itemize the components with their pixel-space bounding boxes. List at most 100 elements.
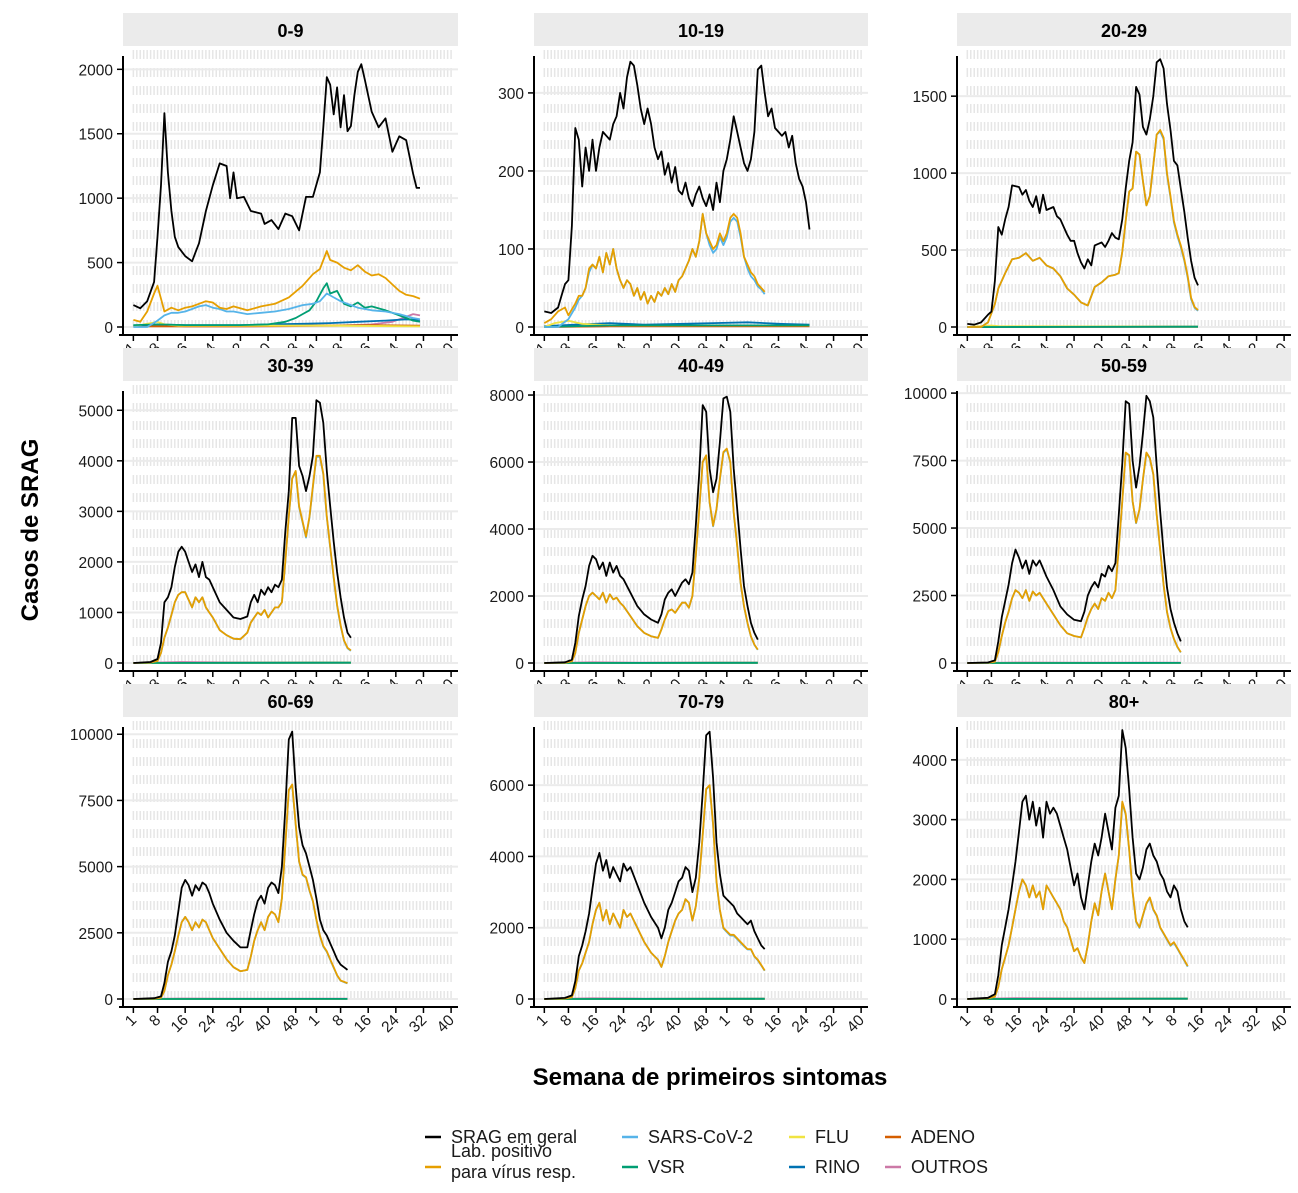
legend-item-rino: RINO	[789, 1157, 860, 1177]
y-tick-label: 0	[104, 992, 113, 1009]
legend-label-rino: RINO	[815, 1157, 860, 1177]
x-tick-label: 32	[1239, 1012, 1263, 1036]
facet-panel: 0-90500100015002000181624324048181624324…	[79, 13, 458, 364]
series-line-srag	[133, 730, 349, 1000]
legend-label-srag: SRAG em geral	[451, 1127, 577, 1147]
legend-label-adeno: ADENO	[911, 1127, 975, 1147]
facet-panel: 30-3901000200030004000500018162432404818…	[79, 348, 458, 700]
facet-strip	[534, 13, 868, 46]
x-tick-label: 32	[816, 1012, 840, 1036]
y-tick-label: 100	[498, 242, 524, 259]
facet-strip-label: 20-29	[1101, 21, 1147, 41]
x-tick-label: 24	[606, 1012, 630, 1036]
legend-label-outros: OUTROS	[911, 1157, 988, 1177]
x-tick-label: 8	[329, 1012, 347, 1030]
y-tick-label: 4000	[79, 454, 114, 471]
y-tick-label: 4000	[913, 753, 948, 770]
x-tick-label: 24	[1029, 1012, 1053, 1036]
x-tick-label: 8	[557, 1012, 575, 1030]
facet-strip-label: 60-69	[267, 692, 313, 712]
facet-strip-label: 10-19	[678, 21, 724, 41]
y-axis-title: Casos de SRAG	[17, 439, 44, 622]
x-tick-label: 24	[378, 1012, 402, 1036]
series-line-sars	[133, 292, 421, 328]
y-tick-label: 2500	[913, 589, 948, 606]
facet-strip-label: 40-49	[678, 356, 724, 376]
series-line-lab	[544, 447, 759, 664]
y-tick-label: 0	[104, 656, 113, 673]
y-tick-label: 5000	[79, 860, 114, 877]
facet-panels: 0-90500100015002000181624324048181624324…	[70, 13, 1291, 1036]
x-tick-label: 16	[1002, 1012, 1026, 1036]
series-line-srag	[133, 399, 352, 664]
y-tick-label: 300	[498, 86, 524, 103]
series-line-vsr	[133, 282, 421, 326]
x-axis-title: Semana de primeiros sintomas	[533, 1064, 888, 1091]
y-tick-label: 1000	[913, 932, 948, 949]
y-tick-label: 0	[515, 656, 524, 673]
x-tick-label: 40	[844, 1012, 868, 1036]
series-line-srag	[544, 395, 759, 664]
legend-label-vsr: VSR	[648, 1157, 685, 1177]
x-tick-label: 16	[579, 1012, 603, 1036]
series-line-srag	[544, 60, 811, 314]
y-tick-label: 4000	[490, 522, 525, 539]
facet-strip	[957, 13, 1291, 46]
y-tick-label: 8000	[490, 388, 525, 405]
facet-panel: 20-290500100015001816243240481816243240	[913, 13, 1291, 364]
x-tick-label: 8	[146, 1012, 164, 1030]
legend-label-sars: SARS-CoV-2	[648, 1127, 753, 1147]
x-tick-label: 16	[1184, 1012, 1208, 1036]
x-tick-label: 16	[761, 1012, 785, 1036]
series-line-lab	[133, 454, 352, 664]
facet-strip-label: 30-39	[267, 356, 313, 376]
y-tick-label: 2000	[490, 921, 525, 938]
y-tick-label: 5000	[79, 403, 114, 420]
y-tick-label: 10000	[904, 386, 947, 403]
facet-strip	[957, 684, 1291, 717]
facet-strip	[123, 13, 458, 46]
series-line-lab	[133, 783, 348, 1000]
series-line-lab	[133, 250, 421, 323]
x-tick-label: 8	[980, 1012, 998, 1030]
x-tick-label: 1	[716, 1012, 734, 1030]
x-tick-label: 1	[533, 1012, 551, 1030]
series-line-srag	[967, 729, 1189, 1000]
facet-strip-label: 50-59	[1101, 356, 1147, 376]
y-tick-label: 1000	[913, 166, 948, 183]
y-tick-label: 2000	[79, 555, 114, 572]
legend-item-outros: OUTROS	[885, 1157, 988, 1177]
y-tick-label: 7500	[79, 793, 114, 810]
facet-strip	[534, 348, 868, 381]
y-tick-label: 2000	[79, 62, 114, 79]
x-tick-label: 24	[1212, 1012, 1236, 1036]
series-line-srag	[967, 58, 1199, 326]
facet-strip	[957, 348, 1291, 381]
facet-strip-label: 80+	[1109, 692, 1140, 712]
legend-item-vsr: VSR	[622, 1157, 685, 1177]
x-tick-label: 1	[122, 1012, 140, 1030]
y-tick-label: 2000	[490, 589, 525, 606]
series-line-srag	[544, 730, 766, 1000]
x-tick-label: 40	[1084, 1012, 1108, 1036]
legend-item-sars: SARS-CoV-2	[622, 1127, 753, 1147]
y-tick-label: 3000	[913, 813, 948, 830]
legend-label-line: Lab. positivo	[451, 1141, 552, 1161]
y-tick-label: 10000	[70, 727, 113, 744]
x-tick-label: 32	[1057, 1012, 1081, 1036]
x-tick-label: 40	[661, 1012, 685, 1036]
y-tick-label: 5000	[913, 521, 948, 538]
y-tick-label: 1000	[79, 605, 114, 622]
y-tick-label: 500	[921, 243, 947, 260]
facet-strip-label: 0-9	[277, 21, 303, 41]
x-tick-label: 48	[1112, 1012, 1136, 1036]
y-tick-label: 0	[938, 320, 947, 337]
x-tick-label: 1	[1139, 1012, 1157, 1030]
y-tick-label: 0	[938, 656, 947, 673]
facet-strip	[534, 684, 868, 717]
y-tick-label: 0	[515, 320, 524, 337]
y-tick-label: 0	[104, 320, 113, 337]
series-line-srag	[133, 63, 420, 310]
series-line-lab	[543, 213, 766, 324]
